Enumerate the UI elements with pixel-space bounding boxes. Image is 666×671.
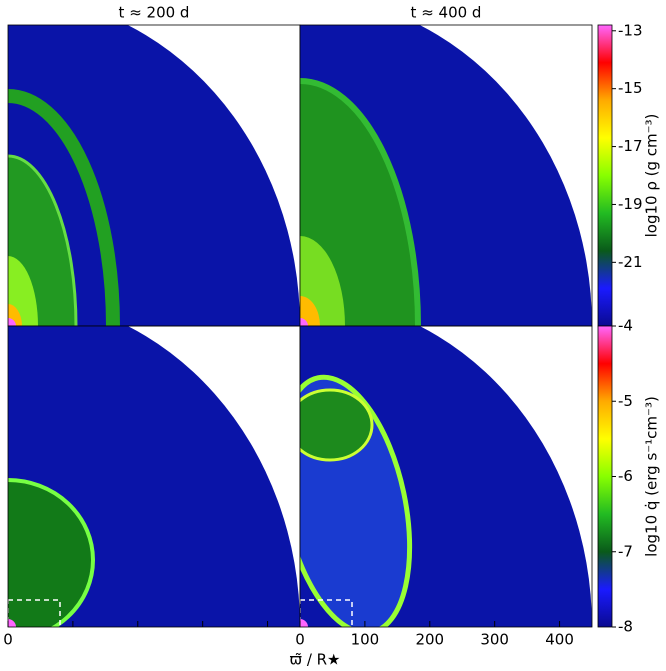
colorbar-tick-label: -15: [618, 79, 643, 97]
domain: [8, 25, 300, 326]
colorbar-tick-label: -8: [618, 618, 633, 636]
colorbar-tick-label: -5: [618, 392, 633, 410]
colorbar: [597, 24, 613, 327]
colorbar-tick-label: -19: [618, 195, 643, 213]
x-axis-label: ϖ̃ / R★: [289, 651, 340, 669]
panel: [8, 25, 300, 326]
star: [8, 318, 16, 326]
colorbar-tick-label: -21: [618, 253, 643, 271]
x-tick-label: 100: [351, 631, 380, 649]
dashed-box: [300, 599, 353, 627]
colorbar: [597, 325, 613, 628]
panel: [300, 326, 592, 627]
star: [300, 619, 308, 627]
colorbar-tick-label: -6: [618, 467, 633, 485]
colorbar-label: log10 q̇ (erg s⁻¹cm⁻³): [643, 396, 661, 557]
outflow-hot: [300, 296, 320, 326]
x-tick-label: 0: [3, 631, 13, 649]
column-title: t ≈ 400 d: [411, 4, 482, 22]
panel: [8, 326, 300, 627]
colorbar-tick-label: -13: [618, 21, 643, 39]
panel: [300, 25, 592, 326]
x-tick-label: 300: [480, 631, 509, 649]
star: [8, 619, 16, 627]
panel-frame: [299, 325, 593, 628]
x-tick-label: 200: [415, 631, 444, 649]
colorbar-label: log10 ρ (g cm⁻³): [643, 114, 661, 238]
colorbar-tick-label: -17: [618, 137, 643, 155]
column-title: t ≈ 200 d: [119, 4, 190, 22]
heating-region: [8, 478, 95, 627]
dashed-box: [8, 599, 61, 627]
colorbar-tick-label: -7: [618, 542, 633, 560]
x-tick-label: 400: [545, 631, 574, 649]
colorbar-tick-label: -4: [618, 317, 633, 335]
x-tick-label: 0: [295, 631, 305, 649]
star: [300, 318, 308, 326]
heating-head: [300, 388, 374, 462]
